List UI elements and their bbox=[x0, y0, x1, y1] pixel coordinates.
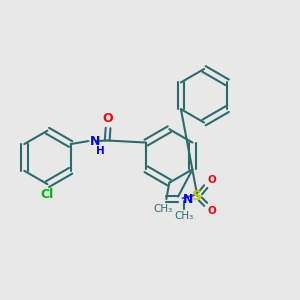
Text: S: S bbox=[192, 189, 203, 203]
Text: N: N bbox=[90, 135, 100, 148]
Text: O: O bbox=[207, 206, 216, 216]
Text: Cl: Cl bbox=[41, 188, 54, 201]
Text: CH₃: CH₃ bbox=[174, 211, 194, 221]
Text: O: O bbox=[103, 112, 113, 125]
Text: N: N bbox=[182, 193, 193, 206]
Text: H: H bbox=[97, 146, 105, 156]
Text: CH₃: CH₃ bbox=[154, 203, 173, 214]
Text: O: O bbox=[207, 175, 216, 185]
